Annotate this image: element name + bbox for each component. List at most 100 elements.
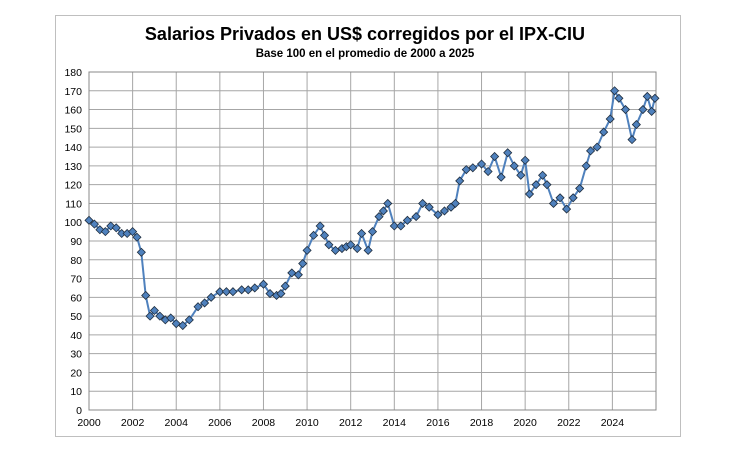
data-point	[542, 180, 552, 190]
data-point	[258, 279, 269, 289]
data-point	[206, 292, 216, 302]
data-point	[631, 120, 641, 130]
data-point	[627, 135, 637, 145]
data-point	[516, 170, 526, 180]
chart-frame	[55, 15, 681, 437]
data-point	[178, 320, 188, 331]
data-point	[476, 159, 487, 169]
data-point	[614, 93, 624, 103]
data-point	[302, 245, 312, 255]
data-point	[383, 198, 393, 209]
chart-title: Salarios Privados en US$ corregidos por …	[144, 24, 586, 44]
data-point	[599, 127, 609, 137]
data-point	[155, 311, 165, 321]
y-tick-label: 100	[64, 217, 82, 229]
x-tick-label: 2006	[208, 417, 232, 429]
y-tick-label: 110	[65, 198, 82, 210]
data-point	[374, 212, 384, 222]
y-tick-label: 10	[70, 386, 82, 398]
y-tick-label: 180	[64, 67, 82, 79]
y-tick-label: 40	[70, 330, 82, 342]
y-tick-label: 0	[76, 405, 82, 417]
data-point	[592, 142, 602, 152]
data-point	[411, 212, 421, 222]
data-point	[433, 210, 443, 220]
x-tick-label: 2018	[470, 417, 494, 429]
x-tick-label: 2016	[426, 417, 450, 429]
data-point	[455, 176, 465, 186]
data-point	[215, 287, 225, 297]
data-point	[642, 91, 652, 101]
data-point	[100, 227, 110, 237]
data-point	[221, 287, 231, 297]
data-point	[132, 232, 142, 242]
data-point	[538, 170, 548, 180]
data-point	[149, 305, 159, 316]
y-tick-label: 90	[70, 236, 82, 248]
data-point	[450, 198, 460, 209]
x-tick-label: 2002	[121, 417, 145, 429]
data-point	[265, 289, 275, 299]
data-point	[193, 302, 203, 312]
data-point	[555, 193, 565, 203]
data-point	[111, 223, 121, 233]
data-point	[503, 148, 513, 158]
data-point	[324, 240, 334, 250]
data-point	[228, 287, 238, 297]
y-tick-label: 60	[70, 292, 82, 304]
data-point	[171, 319, 181, 329]
data-point	[293, 270, 303, 280]
y-tick-label: 30	[70, 349, 82, 361]
chart-subtitle: Base 100 en el promedio de 2000 a 2025	[255, 48, 475, 60]
y-tick-label: 70	[70, 274, 82, 286]
data-point	[357, 228, 367, 239]
data-point	[389, 221, 399, 231]
y-tick-label: 160	[64, 105, 82, 117]
x-tick-label: 2022	[557, 417, 581, 429]
y-tick-label: 170	[64, 86, 82, 98]
x-tick-label: 2024	[601, 417, 625, 429]
data-point	[89, 219, 100, 229]
data-point	[243, 285, 253, 295]
data-point	[367, 227, 378, 237]
data-point	[647, 106, 657, 116]
data-point	[141, 290, 151, 301]
data-point	[568, 193, 578, 203]
y-tick-label: 20	[70, 367, 82, 379]
x-tick-label: 2000	[77, 417, 101, 429]
data-point	[298, 258, 308, 269]
x-tick-label: 2014	[383, 417, 407, 429]
data-point	[276, 289, 286, 299]
data-point	[346, 240, 356, 250]
x-tick-label: 2008	[252, 417, 276, 429]
data-point	[524, 189, 535, 199]
data-point	[166, 313, 176, 323]
data-point	[620, 104, 631, 115]
y-tick-label: 50	[70, 311, 82, 323]
data-point	[605, 114, 615, 124]
data-point	[402, 215, 412, 225]
data-point	[548, 198, 559, 209]
data-point	[363, 245, 373, 255]
y-tick-label: 80	[70, 255, 82, 267]
y-tick-label: 150	[64, 123, 82, 135]
x-tick-label: 2004	[165, 417, 189, 429]
data-point	[650, 93, 660, 103]
data-point	[609, 86, 620, 96]
data-point	[280, 281, 290, 291]
data-point	[520, 155, 530, 165]
data-point	[237, 285, 247, 295]
data-point	[575, 183, 585, 193]
plot-area	[88, 71, 657, 411]
y-tick-label: 120	[64, 180, 82, 192]
data-point	[496, 172, 506, 182]
data-point	[418, 198, 428, 209]
data-point	[562, 204, 572, 214]
x-tick-label: 2020	[513, 417, 537, 429]
data-point	[490, 151, 500, 162]
data-point	[315, 221, 325, 231]
data-point	[581, 161, 591, 171]
data-point	[84, 215, 94, 225]
data-point	[319, 230, 330, 240]
